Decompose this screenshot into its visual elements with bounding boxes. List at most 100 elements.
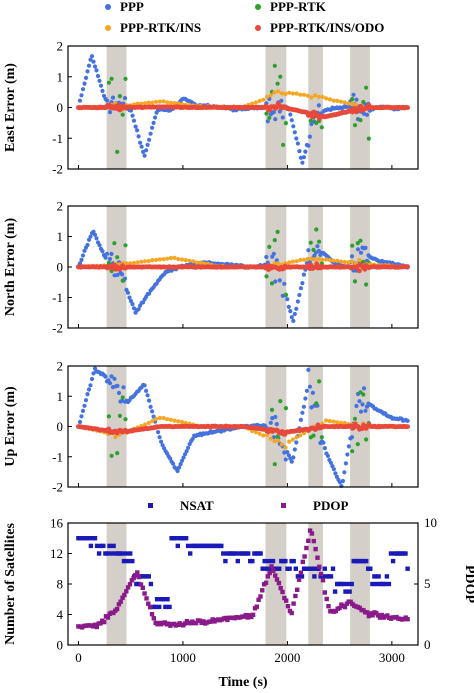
point-nsat — [173, 536, 178, 541]
y-tick-label: 0 — [57, 638, 64, 653]
point-ppp — [171, 461, 176, 466]
point-pdop — [256, 597, 261, 602]
point-ppp — [109, 374, 114, 379]
point-nsat — [370, 581, 375, 587]
point-ppp — [85, 392, 90, 397]
point-ppp — [264, 254, 269, 260]
point-ppp-rtk-ins — [335, 258, 340, 263]
point-ppp-rtk-ins — [287, 260, 292, 265]
point-pdop — [258, 594, 263, 599]
point-nsat — [374, 581, 379, 587]
point-pdop — [133, 572, 138, 578]
point-ppp — [345, 452, 350, 457]
point-ppp — [291, 318, 296, 323]
point-nsat — [368, 566, 373, 571]
point-ppp — [325, 453, 330, 458]
point-pdop — [311, 538, 316, 544]
point-nsat — [136, 581, 141, 587]
point-nsat — [86, 536, 91, 541]
point-pdop — [289, 610, 294, 616]
point-ppp-rtk-ins — [198, 260, 203, 265]
point-ppp — [110, 95, 116, 100]
point-ppp — [153, 115, 158, 120]
point-ppp — [349, 254, 355, 259]
point-ppp-rtk-ins — [165, 417, 170, 422]
point-ppp-rtk — [267, 115, 272, 120]
point-ppp — [307, 134, 312, 139]
legend-marker — [255, 25, 261, 31]
point-ppp — [291, 455, 296, 460]
point-nsat — [262, 558, 267, 564]
point-ppp-rtk-ins — [176, 419, 181, 424]
y-axis-label: Number of Satellites — [3, 523, 18, 645]
point-ppp-rtk — [317, 379, 322, 384]
point-ppp-rtk-ins — [335, 420, 340, 425]
point-ppp — [291, 124, 296, 129]
point-ppp-rtk-ins — [320, 257, 325, 262]
point-nsat — [96, 551, 102, 556]
legend-marker — [281, 503, 286, 508]
point-ppp-rtk-ins — [146, 420, 151, 426]
point-ppp — [115, 383, 120, 388]
point-ppp-rtk — [283, 406, 288, 411]
point-ppp — [147, 137, 152, 142]
point-ppp — [79, 257, 84, 262]
point-nsat — [233, 551, 238, 556]
point-nsat — [185, 543, 191, 549]
point-ppp — [354, 403, 359, 409]
point-ppp — [138, 140, 143, 145]
point-ppp — [95, 73, 101, 79]
point-ppp — [91, 371, 96, 376]
y-tick-label: -1 — [52, 449, 63, 464]
point-ppp — [346, 444, 351, 449]
x-axis-label: Time (s) — [218, 675, 267, 690]
point-pdop — [278, 585, 283, 591]
point-nsat — [246, 551, 251, 556]
point-ppp-rtk-ins — [331, 98, 336, 103]
point-ppp-rtk — [311, 433, 316, 438]
point-ppp — [115, 272, 120, 278]
point-ppp-rtk-ins — [154, 99, 159, 104]
point-nsat — [270, 558, 276, 564]
y-right-tick-label: 0 — [424, 637, 431, 652]
point-ppp-rtk-ins — [257, 98, 262, 104]
x-tick-label: 0 — [75, 650, 82, 665]
point-nsat — [403, 551, 408, 556]
point-pdop — [293, 593, 298, 599]
point-pdop — [144, 596, 149, 601]
point-ppp-rtk-ins — [194, 260, 199, 265]
point-ppp — [86, 387, 92, 392]
point-ppp — [80, 87, 86, 92]
point-ppp-rtk-ins — [342, 100, 347, 105]
point-pdop — [114, 606, 120, 612]
point-ppp-rtk-ins — [279, 442, 284, 447]
point-ppp-rtk-ins — [313, 93, 318, 98]
point-ppp — [104, 251, 110, 256]
point-ppp — [303, 396, 308, 401]
point-ppp-rtk-ins-odo — [357, 268, 362, 274]
point-ppp — [274, 422, 279, 427]
point-ppp — [91, 59, 96, 64]
point-ppp-rtk-ins — [113, 434, 118, 440]
point-ppp — [297, 292, 302, 298]
point-ppp-rtk-ins — [187, 258, 192, 263]
point-ppp-rtk-ins — [146, 259, 151, 264]
point-ppp — [107, 110, 113, 115]
y-axis-label: East Error (m) — [3, 63, 18, 152]
point-nsat — [330, 566, 336, 571]
point-ppp-rtk — [109, 453, 114, 458]
point-ppp-rtk — [361, 99, 366, 105]
point-ppp-rtk-ins — [305, 256, 310, 262]
point-nsat — [258, 551, 263, 556]
point-nsat — [154, 597, 160, 602]
point-ppp-rtk — [120, 112, 125, 117]
point-ppp — [285, 450, 290, 455]
point-ppp-rtk-ins — [276, 261, 281, 266]
point-nsat — [347, 589, 352, 594]
point-ppp — [295, 141, 300, 146]
point-ppp — [316, 103, 321, 108]
point-ppp — [358, 250, 364, 255]
point-ppp — [300, 410, 305, 415]
point-ppp-rtk — [109, 76, 114, 81]
y-right-axis-label: PDOP — [462, 565, 474, 604]
